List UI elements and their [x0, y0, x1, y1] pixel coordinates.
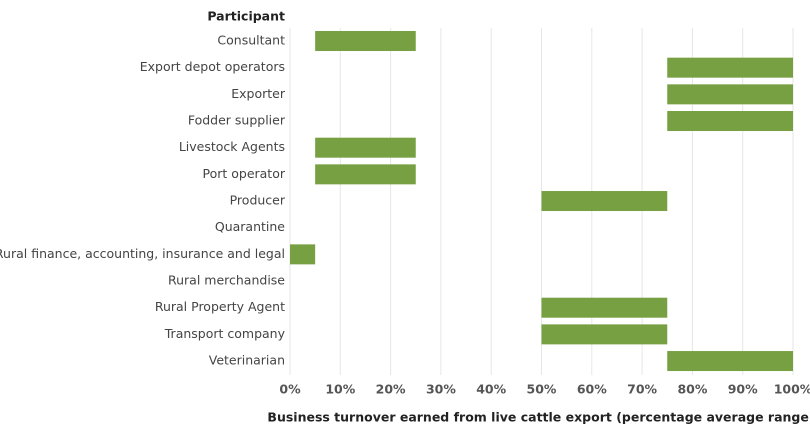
y-tick-label: Rural merchandise [168, 273, 285, 288]
bar [290, 244, 316, 265]
y-tick-label: Consultant [217, 33, 285, 48]
x-tick-label: 80% [677, 382, 707, 397]
bar [541, 297, 668, 318]
y-tick-label: Producer [230, 193, 286, 208]
y-tick-label: Exporter [231, 86, 286, 101]
y-tick-label: Rural Property Agent [155, 299, 285, 314]
y-tick-label: Livestock Agents [179, 139, 285, 154]
x-tick-label: 20% [376, 382, 406, 397]
x-tick-label: 70% [627, 382, 657, 397]
x-tick-label: 60% [577, 382, 607, 397]
x-tick-label: 0% [279, 382, 301, 397]
y-tick-label: Rural finance, accounting, insurance and… [0, 246, 285, 261]
bar [667, 351, 793, 372]
y-tick-label: Quarantine [215, 219, 285, 234]
bar [315, 137, 416, 158]
x-tick-label: 50% [527, 382, 557, 397]
y-tick-label: Veterinarian [209, 353, 285, 368]
x-tick-label: 30% [426, 382, 456, 397]
x-tick-label: 10% [325, 382, 355, 397]
y-tick-label: Export depot operators [140, 59, 285, 74]
y-tick-label: Fodder supplier [188, 113, 286, 128]
x-axis-title: Business turnover earned from live cattl… [267, 410, 810, 425]
x-tick-label: 90% [728, 382, 758, 397]
bar [315, 31, 416, 51]
x-tick-label: 40% [476, 382, 506, 397]
y-tick-label: Port operator [202, 166, 285, 181]
x-tick-label: 100% [774, 382, 810, 397]
bar [667, 57, 793, 78]
y-axis-title: Participant [207, 9, 285, 24]
bar [315, 164, 416, 185]
bar [541, 324, 668, 345]
bar [667, 111, 793, 132]
bar [667, 84, 793, 105]
y-tick-label: Transport company [164, 326, 286, 341]
bar [541, 191, 668, 212]
